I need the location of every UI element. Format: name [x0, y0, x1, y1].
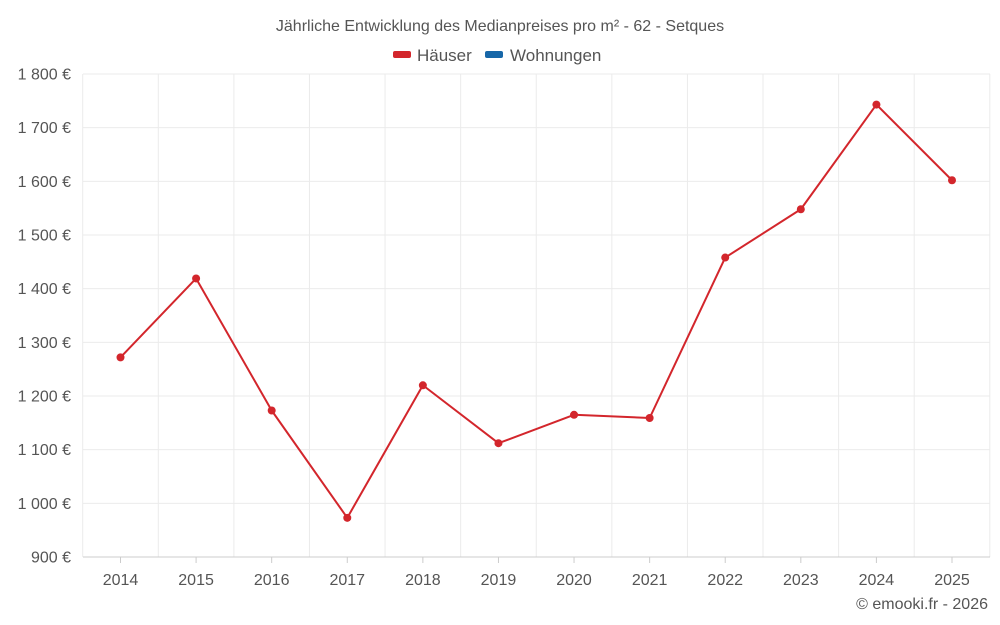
x-tick-label: 2015 [178, 572, 214, 589]
x-tick-label: 2018 [405, 572, 441, 589]
data-point[interactable] [872, 100, 881, 109]
data-point[interactable] [192, 274, 201, 283]
data-point[interactable] [721, 253, 730, 262]
y-tick-label: 1 700 € [18, 120, 71, 137]
x-tick-label: 2024 [859, 572, 895, 589]
x-gridlines [82, 74, 991, 557]
y-tick-label: 1 200 € [18, 389, 71, 406]
data-point[interactable] [948, 176, 956, 185]
y-tick-label: 1 800 € [18, 67, 71, 84]
chart-title: Jährliche Entwicklung des Medianpreises … [276, 18, 724, 35]
legend: Häuser Wohnungen [393, 46, 601, 65]
legend-item-haeuser[interactable]: Häuser [393, 46, 472, 65]
data-point[interactable] [116, 353, 125, 362]
y-tick-label: 1 500 € [18, 228, 71, 245]
x-tick-label: 2021 [632, 572, 668, 589]
legend-item-wohnungen[interactable]: Wohnungen [485, 46, 601, 65]
y-tick-label: 1 300 € [18, 335, 71, 352]
y-tick-label: 1 400 € [18, 281, 71, 298]
data-point[interactable] [570, 410, 579, 419]
legend-label-wohnungen: Wohnungen [510, 46, 601, 65]
x-tick-label: 2023 [783, 572, 819, 589]
y-tick-label: 1 100 € [18, 442, 71, 459]
series-line-0 [119, 103, 953, 519]
x-tick-label: 2017 [329, 572, 365, 589]
legend-swatch-wohnungen [485, 51, 503, 58]
y-axis-ticks: 900 € 1 000 € 1 100 € 1 200 € 1 300 € 1 400 €… [18, 67, 71, 567]
x-tick-label: 2022 [707, 572, 743, 589]
y-tick-label: 1 600 € [18, 174, 71, 191]
data-point[interactable] [418, 381, 427, 390]
series-layer [116, 100, 956, 522]
y-tick-label: 900 € [31, 550, 71, 567]
legend-label-haeuser: Häuser [417, 46, 472, 65]
credit-text: © emooki.fr - 2026 [856, 596, 988, 613]
data-point[interactable] [267, 406, 276, 415]
data-point[interactable] [796, 205, 805, 214]
y-tick-label: 1 000 € [18, 496, 71, 513]
x-tick-label: 2025 [934, 572, 970, 589]
data-point[interactable] [645, 414, 654, 423]
x-tick-label: 2014 [103, 572, 139, 589]
x-tick-label: 2020 [556, 572, 592, 589]
x-axis-ticks: 2014 2015 2016 2017 2018 2019 2020 2021 2022 2023… [103, 557, 970, 589]
x-tick-label: 2016 [254, 572, 290, 589]
x-tick-label: 2019 [481, 572, 517, 589]
data-point[interactable] [494, 439, 503, 448]
legend-swatch-haeuser [393, 51, 411, 58]
data-point[interactable] [343, 513, 352, 522]
